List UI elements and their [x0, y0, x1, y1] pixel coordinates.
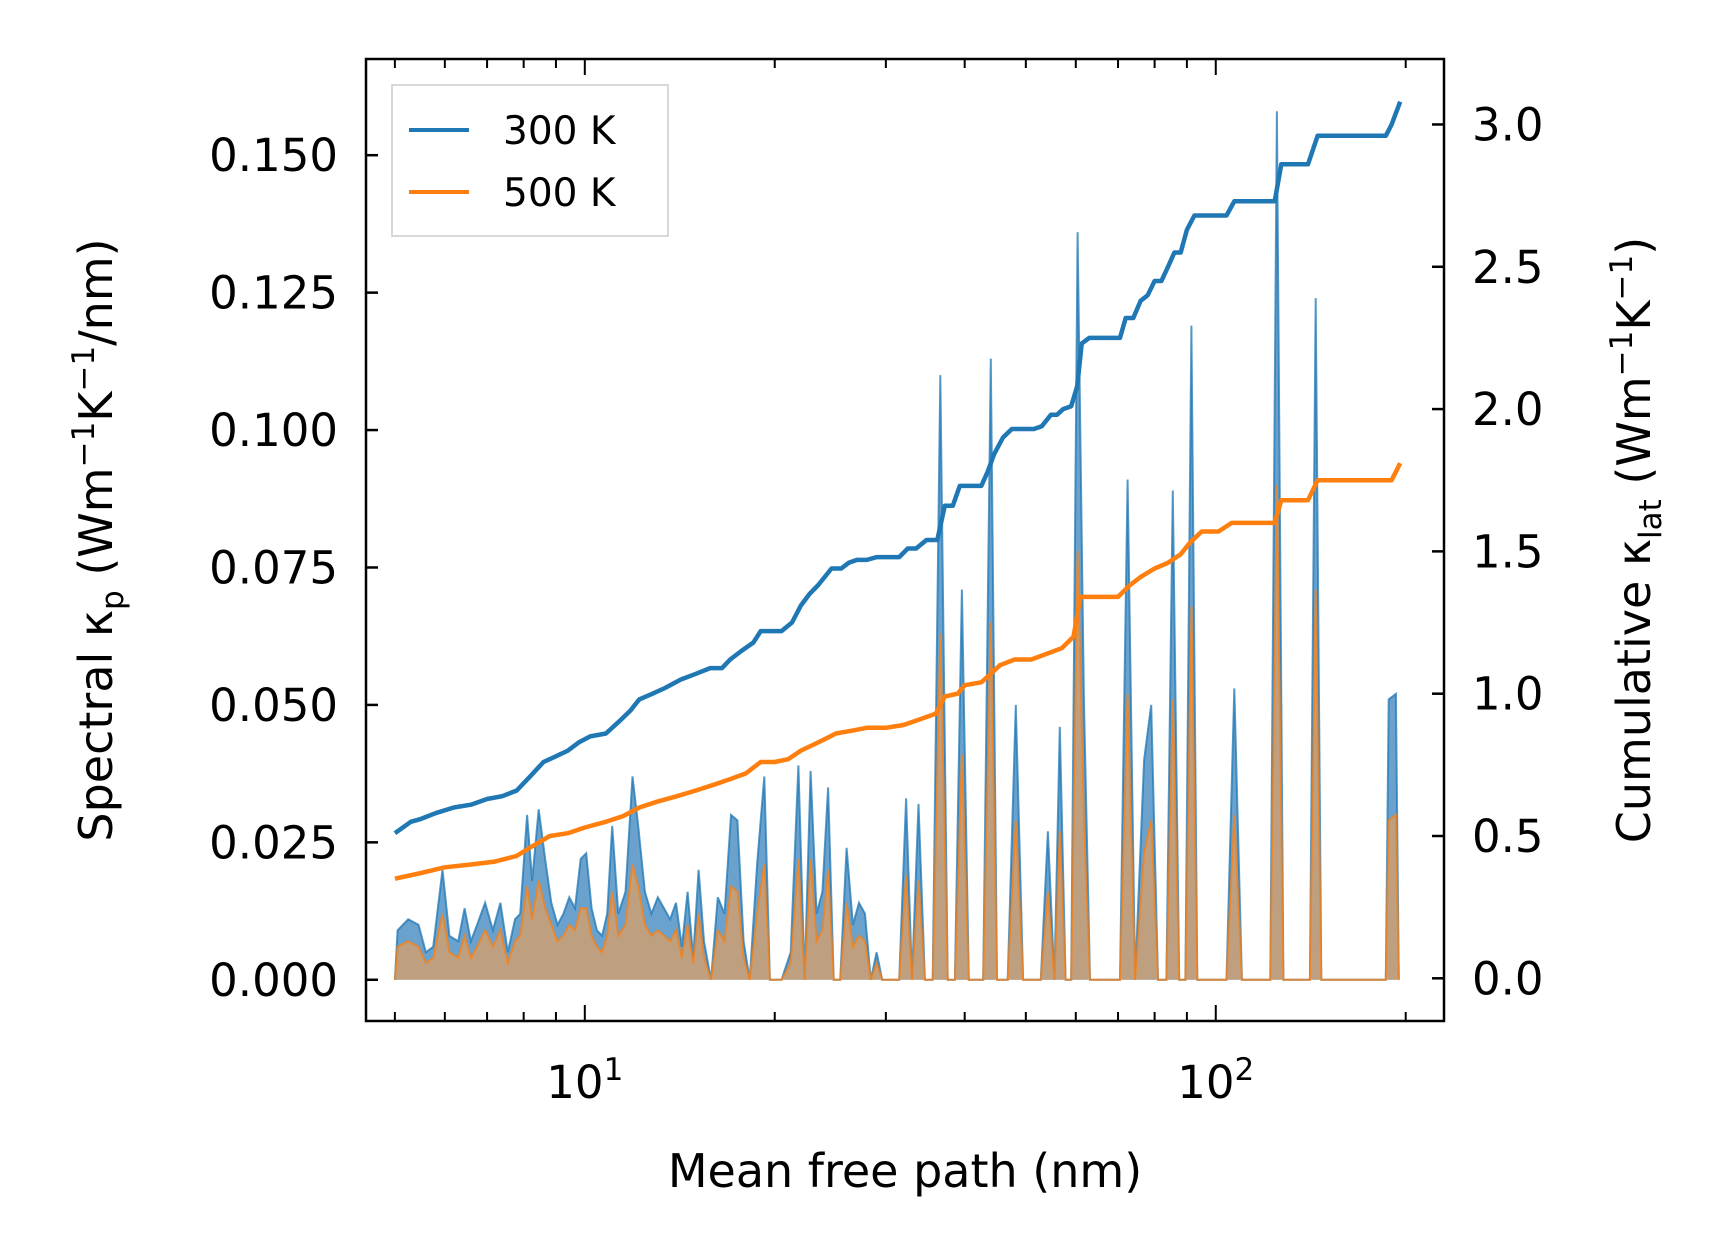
right-axis-label: Cumulative κlat (Wm−1K−1) — [1604, 237, 1669, 843]
legend-label-300k: 300 K — [503, 109, 617, 154]
right-tick-label-4: 2.0 — [1472, 383, 1544, 436]
spectral-fills — [393, 111, 1400, 981]
tick-labels: 0.000 0.025 0.050 0.075 0.100 0.125 0.150 0.0 0.… — [209, 98, 1543, 1109]
left-tick-label-2: 0.050 — [209, 679, 338, 732]
left-tick-label-0: 0.000 — [209, 954, 338, 1007]
legend-box — [391, 84, 669, 237]
spectral-area-0 — [394, 111, 1399, 980]
cumulative-lines — [393, 100, 1403, 881]
cumulative-line-1 — [394, 462, 1403, 881]
spectral-area-1 — [394, 485, 1399, 980]
plot-frame — [364, 57, 1446, 1023]
left-tick-label-4: 0.100 — [209, 404, 338, 457]
right-tick-label-1: 0.5 — [1472, 810, 1544, 863]
right-tick-label-0: 0.0 — [1472, 952, 1544, 1005]
x-tick-label-1: 102 — [1177, 1052, 1254, 1109]
right-tick-label-5: 2.5 — [1472, 241, 1544, 294]
left-tick-label-6: 0.150 — [209, 129, 338, 182]
right-tick-label-3: 1.5 — [1472, 525, 1544, 578]
right-tick-label-2: 1.0 — [1472, 668, 1544, 721]
tick-marks — [366, 59, 1444, 1021]
legend-label-500k: 500 K — [503, 171, 617, 216]
left-tick-label-3: 0.075 — [209, 541, 338, 594]
left-tick-label-5: 0.125 — [209, 267, 338, 320]
spectral-line-0 — [393, 111, 1400, 981]
x-tick-label-0: 101 — [546, 1052, 623, 1109]
spectral-line-1 — [393, 484, 1400, 981]
left-axis-label: Spectral κp (Wm−1K−1/nm) — [66, 238, 131, 841]
right-tick-label-6: 3.0 — [1472, 98, 1544, 151]
left-tick-label-1: 0.025 — [209, 816, 338, 869]
legend: 300 K 500 K — [391, 84, 669, 237]
cumulative-line-0 — [393, 100, 1403, 836]
x-axis-label: Mean free path (nm) — [668, 1144, 1142, 1198]
